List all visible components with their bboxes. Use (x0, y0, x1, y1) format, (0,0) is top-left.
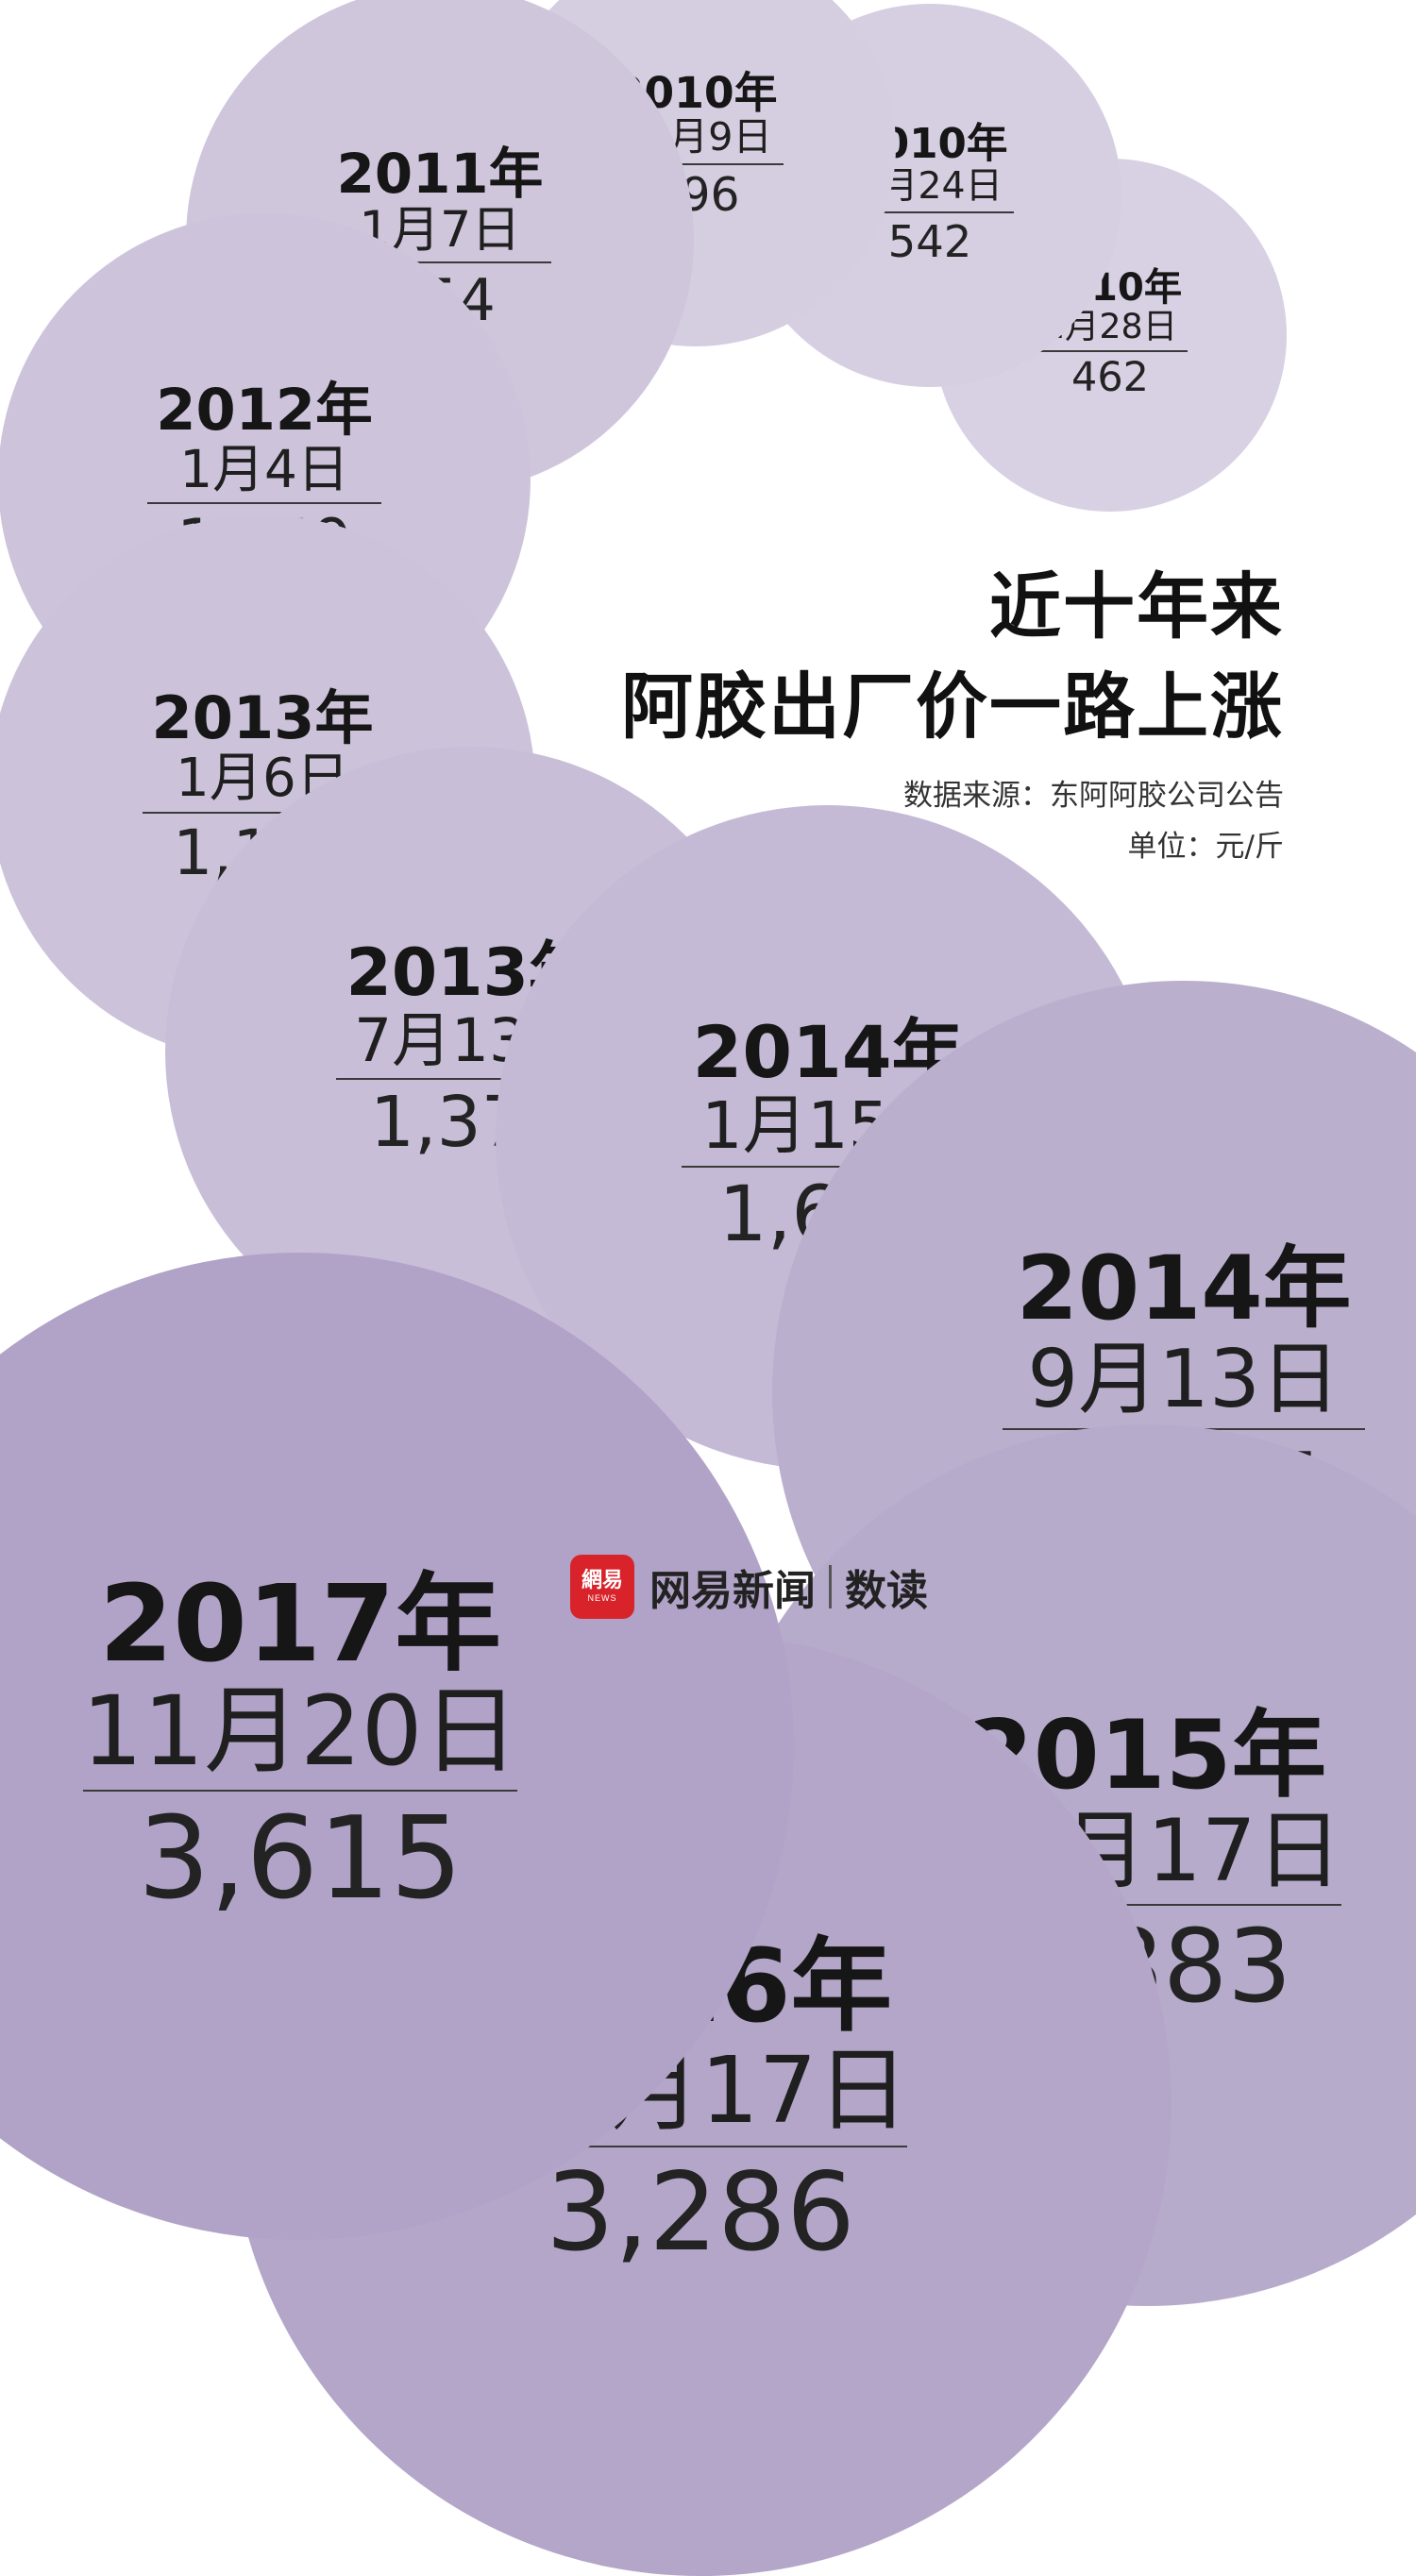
bubble-price: 3,615 (138, 1793, 463, 1926)
netease-news-logo: 網易 NEWS 网易新闻 数读 (570, 1554, 928, 1620)
bubble-divider (845, 211, 1015, 214)
bubble-price: 462 (1071, 354, 1149, 402)
bubble-price: 542 (887, 215, 972, 267)
bubble-divider (1032, 349, 1188, 352)
netease-logo-icon: 網易 NEWS (570, 1555, 634, 1619)
data-source: 数据来源：东阿阿胶公司公告 (903, 779, 1284, 813)
bubble-date: 9月13日 (1027, 1333, 1340, 1427)
bubble-divider (142, 811, 383, 814)
logo-divider (829, 1565, 832, 1608)
bubble-price: 3,286 (546, 2149, 855, 2276)
bubble-date: 11月20日 (81, 1675, 519, 1789)
price-bubble: 2017年 11月20日 3,615 (0, 1252, 795, 2241)
bubble-date: 1月4日 (179, 439, 349, 500)
bubble-divider (328, 261, 552, 264)
logo-badge-subtext: NEWS (587, 1593, 617, 1603)
bubble-divider (493, 2146, 908, 2148)
bubble-year: 2013年 (151, 683, 374, 753)
bubble-divider (335, 1077, 605, 1080)
logo-badge-text: 網易 (581, 1569, 623, 1592)
bubble-year: 2012年 (156, 377, 373, 444)
bubble-divider (682, 1166, 974, 1169)
bubble-year: 2014年 (1016, 1237, 1352, 1340)
chart-title-line-1: 近十年来 (989, 564, 1284, 648)
logo-brand-name: 网易新闻 (649, 1567, 816, 1615)
title-block: 近十年来 阿胶出厂价一路上涨 数据来源：东阿阿胶公司公告 单位：元/斤 (621, 557, 1284, 872)
bubble-divider (82, 1789, 518, 1792)
logo-column-name: 数读 (845, 1567, 928, 1615)
chart-title-line-2: 阿胶出厂价一路上涨 (621, 665, 1284, 749)
bubble-year: 2017年 (99, 1560, 501, 1686)
bubble-divider (952, 1903, 1341, 1906)
bubble-year: 2011年 (336, 142, 544, 207)
bubble-divider (607, 163, 784, 166)
bubble-divider (147, 502, 381, 505)
unit-label: 单位：元/斤 (1127, 830, 1284, 864)
